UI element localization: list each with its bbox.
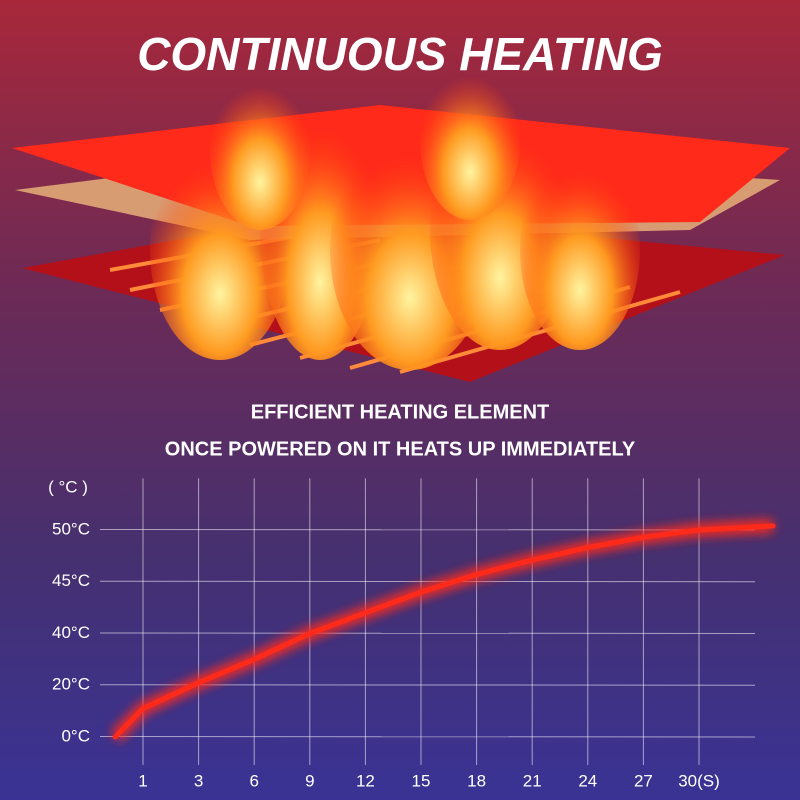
y-tick-label: 20°C bbox=[52, 675, 90, 694]
x-tick-label: 6 bbox=[249, 771, 258, 790]
heating-illustration bbox=[12, 60, 790, 382]
y-tick-label: 40°C bbox=[52, 623, 90, 642]
x-tick-label: 21 bbox=[523, 771, 542, 790]
subtitle: ONCE POWERED ON IT HEATS UP IMMEDIATELY bbox=[165, 438, 636, 460]
x-tick-label: 18 bbox=[467, 771, 486, 790]
y-tick-label: 45°C bbox=[52, 571, 90, 590]
x-tick-label: 12 bbox=[356, 771, 375, 790]
x-tick-label: 27 bbox=[634, 771, 653, 790]
subtitle: EFFICIENT HEATING ELEMENT bbox=[251, 401, 550, 423]
x-tick-label: 30(S) bbox=[678, 771, 720, 790]
grid-line bbox=[99, 632, 756, 634]
x-tick-label: 15 bbox=[412, 771, 431, 790]
x-tick-label: 24 bbox=[578, 771, 597, 790]
chart-title: CONTINUOUS HEATING bbox=[137, 28, 663, 80]
y-axis-label: ( °C ) bbox=[48, 477, 88, 496]
line bbox=[112, 523, 776, 740]
grid-line bbox=[99, 580, 756, 583]
y-tick-label: 50°C bbox=[52, 519, 90, 538]
y-tick-label: 0°C bbox=[61, 726, 90, 745]
grid-line bbox=[99, 736, 756, 738]
x-tick-label: 9 bbox=[305, 771, 314, 790]
x-tick-label: 1 bbox=[138, 771, 147, 790]
x-tick-label: 3 bbox=[194, 771, 203, 790]
